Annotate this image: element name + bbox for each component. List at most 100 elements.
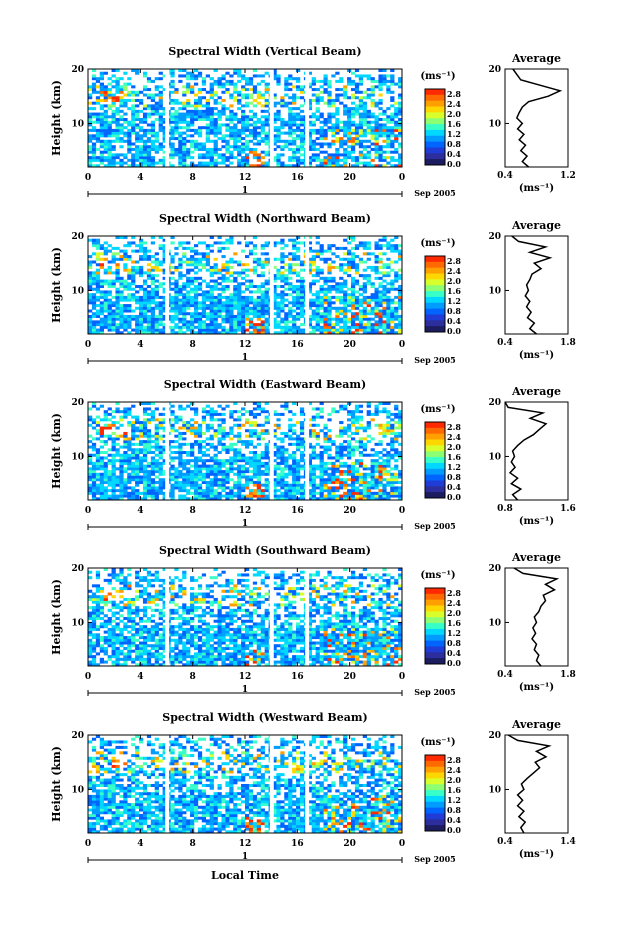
heatmap-cell [292,156,296,159]
heatmap-cell [112,473,116,476]
heatmap-cell [186,151,190,154]
heatmap-cell [343,148,347,151]
heatmap-cell [359,285,363,288]
heatmap-cell [119,104,123,107]
heatmap-cell [104,299,108,302]
heatmap-cell [108,484,112,487]
heatmap-cell [139,320,143,323]
heatmap-cell [225,310,229,313]
heatmap-cell [316,255,320,258]
colorbar-swatch [425,303,445,309]
heatmap-cell [135,132,139,135]
heatmap-cell [108,315,112,318]
heatmap-cell [100,456,104,459]
heatmap-cell [151,241,155,244]
heatmap-cell [288,115,292,118]
heatmap-cell [335,323,339,326]
heatmap-cell [214,162,218,165]
heatmap-cell [327,454,331,457]
heatmap-cell [119,299,123,302]
heatmap-cell [371,495,375,498]
heatmap-cell [155,290,159,293]
heatmap-cell [96,476,100,479]
heatmap-cell [170,134,174,137]
colorbar-swatch [425,95,445,101]
heatmap-cell [276,285,280,288]
heatmap-cell [229,156,233,159]
heatmap-cell [280,145,284,148]
heatmap-cell [131,296,135,299]
heatmap-cell [198,118,202,121]
heatmap-cell [202,446,206,449]
heatmap-cell [159,91,163,94]
heatmap-cell [335,476,339,479]
heatmap-cell [359,99,363,102]
heatmap-cell [210,473,214,476]
heatmap-cell [296,134,300,137]
heatmap-cell [375,462,379,465]
heatmap-cell [320,285,324,288]
heatmap-cell [288,484,292,487]
heatmap-cell [155,280,159,283]
heatmap-cell [104,478,108,481]
heatmap-cell [288,282,292,285]
heatmap-cell [331,318,335,321]
heatmap-cell [108,77,112,80]
heatmap-cell [119,285,123,288]
heatmap-cell [182,481,186,484]
heatmap-cell [104,301,108,304]
heatmap-cell [390,247,394,250]
heatmap-cell [367,301,371,304]
heatmap-cell [324,473,328,476]
heatmap-cell [225,107,229,110]
heatmap-cell [394,247,398,250]
heatmap-cell [300,282,304,285]
heatmap-cell [359,484,363,487]
heatmap-cell [292,247,296,250]
heatmap-cell [214,271,218,274]
heatmap-cell [151,121,155,124]
heatmap-cell [292,258,296,261]
heatmap-cell [312,484,316,487]
heatmap-cell [174,266,178,269]
heatmap-cell [190,473,194,476]
heatmap-cell [375,293,379,296]
heatmap-cell [351,252,355,255]
heatmap-cell [194,148,198,151]
heatmap-cell [257,143,261,146]
heatmap-cell [343,123,347,126]
heatmap-cell [245,315,249,318]
heatmap-cell [198,282,202,285]
heatmap-cell [229,478,233,481]
heatmap-cell [394,473,398,476]
heatmap-cell [221,443,225,446]
heatmap-cell [143,132,147,135]
heatmap-cell [229,266,233,269]
heatmap-cell [135,315,139,318]
heatmap-cell [112,459,116,462]
colorbar-tick-label: 0.0 [447,159,461,169]
heatmap-cell [371,252,375,255]
heatmap-cell [280,121,284,124]
heatmap-cell [363,310,367,313]
heatmap-cell [151,470,155,473]
heatmap-cell [139,318,143,321]
heatmap-cell [257,118,261,121]
heatmap-cell [347,495,351,498]
heatmap-cell [386,304,390,307]
heatmap-cell [206,153,210,156]
heatmap-cell [139,307,143,310]
heatmap-cell [363,448,367,451]
heatmap-cell [119,323,123,326]
heatmap-cell [159,244,163,247]
heatmap-cell [194,440,198,443]
heatmap-cell [104,282,108,285]
heatmap-cell [155,454,159,457]
heatmap-cell [347,489,351,492]
heatmap-cell [292,310,296,313]
heatmap-cell [139,443,143,446]
heatmap-cell [300,451,304,454]
heatmap-cell [186,113,190,116]
y-tick-label: 20 [71,65,84,75]
